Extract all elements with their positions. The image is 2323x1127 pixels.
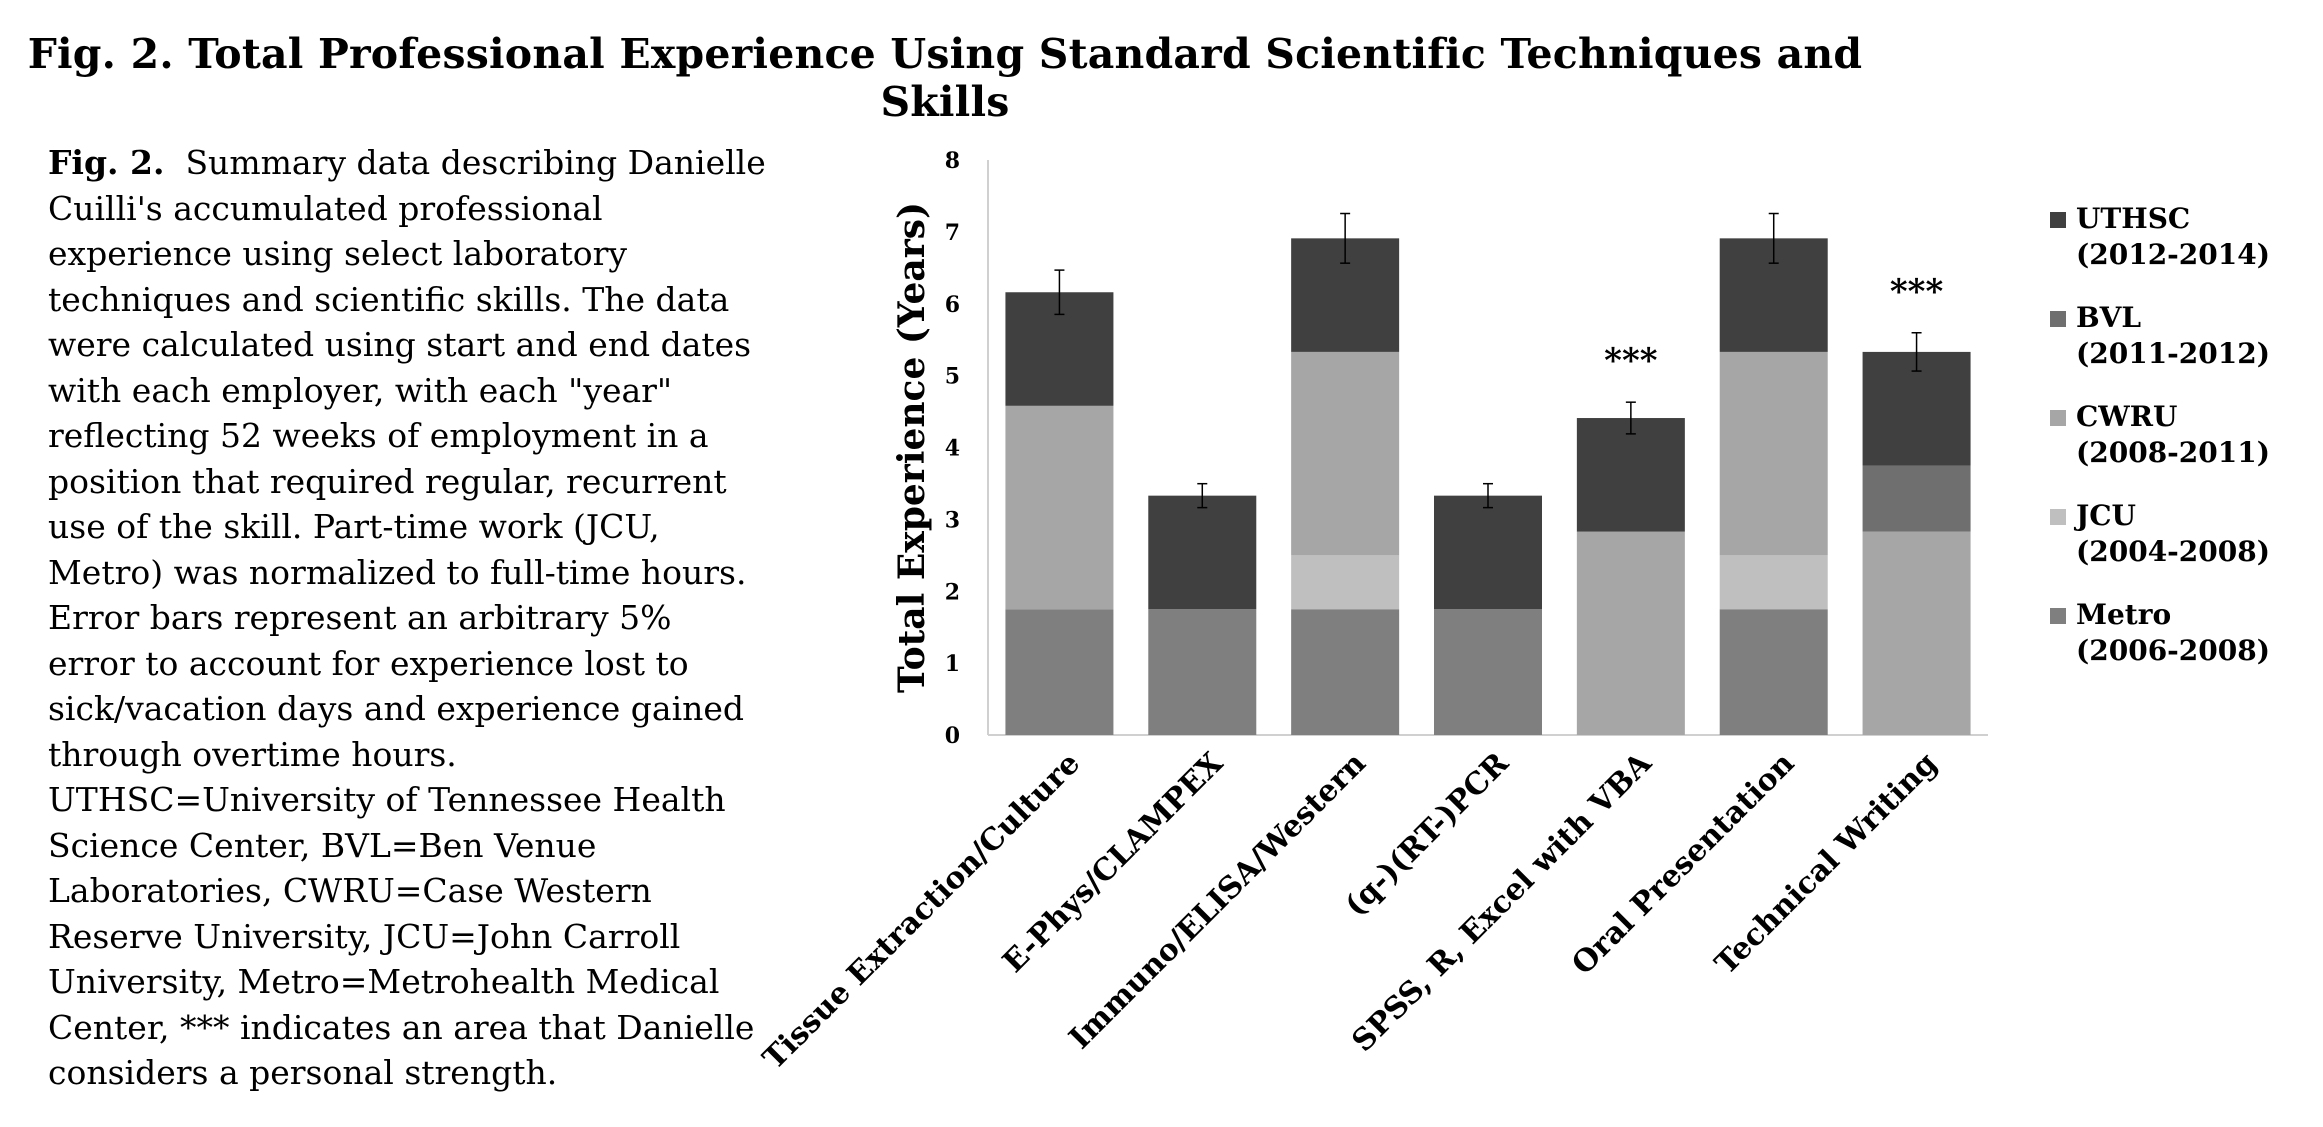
y-tick-label: 3 bbox=[945, 507, 960, 533]
legend-swatch bbox=[2050, 212, 2066, 228]
y-tick-label: 0 bbox=[945, 723, 960, 749]
legend-swatch bbox=[2050, 311, 2066, 327]
legend-swatch bbox=[2050, 410, 2066, 426]
figure-title: Fig. 2. Total Professional Experience Us… bbox=[27, 30, 1863, 126]
legend-label: CWRU (2008-2011) bbox=[2076, 400, 2270, 469]
bar-segment bbox=[1291, 351, 1400, 556]
strength-annotation: *** bbox=[1890, 272, 1944, 312]
y-tick-label: 4 bbox=[945, 436, 960, 462]
y-tick-label: 6 bbox=[945, 292, 960, 318]
bar-segment bbox=[1719, 555, 1828, 610]
bar-segment bbox=[1862, 531, 1971, 735]
x-category-label: Tissue Extraction/Culture bbox=[756, 746, 1087, 1077]
bar-segment bbox=[1148, 495, 1257, 610]
x-category-label: Immuno/ELISA/Western bbox=[1063, 746, 1373, 1056]
bar-segment bbox=[1576, 418, 1685, 532]
y-tick-label: 1 bbox=[945, 651, 960, 677]
y-tick-label: 5 bbox=[945, 364, 960, 390]
legend-label: JCU (2004-2008) bbox=[2073, 499, 2270, 568]
bar-segment bbox=[1719, 609, 1828, 735]
legend-swatch bbox=[2050, 509, 2066, 525]
bar-segment bbox=[1005, 609, 1114, 735]
figure-caption: Fig. 2. Summary data describing Danielle… bbox=[48, 140, 768, 1096]
legend-label: BVL (2011-2012) bbox=[2076, 301, 2270, 370]
bar-segment bbox=[1291, 555, 1400, 610]
bar-segment bbox=[1719, 351, 1828, 556]
y-tick-label: 2 bbox=[945, 579, 960, 605]
caption-label: Fig. 2. bbox=[48, 143, 165, 182]
x-category-label: SPSS, R, Excel with VBA bbox=[1345, 745, 1659, 1059]
bar-segment bbox=[1434, 495, 1542, 610]
y-tick-label: 8 bbox=[945, 148, 960, 174]
bar-segment bbox=[1862, 465, 1971, 532]
bar-segment bbox=[1148, 609, 1257, 735]
strength-annotation: *** bbox=[1604, 341, 1658, 381]
y-axis-title: Total Experience (Years) bbox=[891, 202, 933, 693]
caption-text: Summary data describing Danielle Cuilli'… bbox=[48, 143, 766, 1092]
bar-segment bbox=[1434, 609, 1542, 735]
legend-label: UTHSC (2012-2014) bbox=[2076, 202, 2270, 271]
legend-swatch bbox=[2050, 608, 2066, 624]
bar-segment bbox=[1576, 531, 1685, 735]
bar-segment bbox=[1291, 609, 1400, 735]
legend-label: Metro (2006-2008) bbox=[2076, 598, 2270, 667]
bar-segment bbox=[1005, 405, 1114, 610]
y-tick-label: 7 bbox=[945, 220, 960, 246]
